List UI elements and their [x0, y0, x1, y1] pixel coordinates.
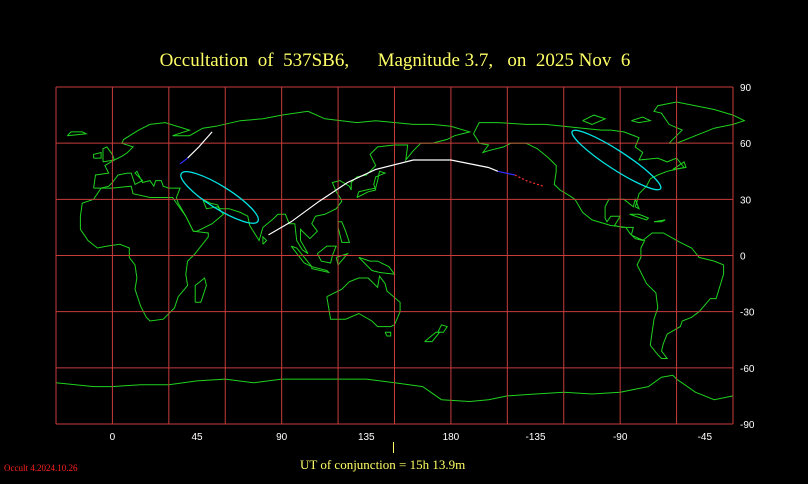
track-segment-below-horizon	[514, 174, 544, 187]
coastline-20	[631, 116, 652, 124]
lon-tick-label: 180	[443, 432, 460, 443]
coastline-2	[194, 277, 207, 303]
graticule-grid	[55, 86, 734, 425]
coastline-0	[93, 110, 472, 255]
lon-tick-label: -45	[698, 432, 713, 443]
track-segment-sun-end	[179, 157, 188, 165]
coastline-24	[653, 219, 666, 223]
coastline-17	[262, 235, 268, 245]
track-segment-sun-end	[497, 170, 516, 176]
longitude-labels: 0 45 90 135 180 -135 -90 -45	[110, 432, 713, 443]
coastline-15	[93, 151, 102, 159]
ut-conjunction-label: UT of conjunction = 15h 13.9m	[300, 457, 466, 472]
coastline-16	[66, 131, 88, 137]
lat-tick-label: 30	[740, 195, 752, 206]
lat-tick-label: -60	[740, 364, 755, 375]
version-label: Occult 4.2024.10.26	[4, 463, 78, 473]
coastline-7	[356, 170, 387, 198]
coastline-1	[79, 185, 209, 322]
lon-tick-label: 90	[276, 432, 288, 443]
coastline-22	[672, 161, 687, 170]
limit-curve-0	[180, 171, 259, 224]
coastline-25	[55, 374, 734, 403]
coastline-18	[473, 122, 725, 359]
coastline-19	[653, 101, 746, 144]
track-segment-visible	[268, 159, 499, 236]
lat-tick-label: -30	[740, 308, 755, 319]
coastline-6	[384, 331, 392, 337]
coastline-9	[311, 266, 331, 274]
coastline-21	[582, 114, 607, 125]
lat-tick-label: -90	[740, 420, 755, 431]
coastline-3	[326, 274, 401, 328]
ground-track	[179, 131, 544, 236]
conjunction-marker	[393, 442, 394, 453]
lon-tick-label: -90	[613, 432, 628, 443]
limit-curve-1	[571, 129, 662, 191]
coastline-5	[437, 324, 448, 333]
lat-tick-label: 90	[740, 83, 752, 94]
track-segment-visible	[187, 131, 213, 159]
lon-tick-label: 45	[191, 432, 203, 443]
lon-tick-label: 0	[110, 432, 116, 443]
limit-curves	[180, 129, 662, 224]
latitude-labels: 90 60 30 0 -30 -60 -90	[740, 83, 755, 431]
coastline-23	[629, 213, 650, 221]
lon-tick-label: -135	[526, 432, 546, 443]
lat-tick-label: 60	[740, 139, 752, 150]
lat-tick-label: 0	[740, 252, 746, 263]
lon-tick-label: 135	[358, 432, 375, 443]
map-title: Occultation of 537SB6, Magnitude 3.7, on…	[159, 50, 631, 71]
